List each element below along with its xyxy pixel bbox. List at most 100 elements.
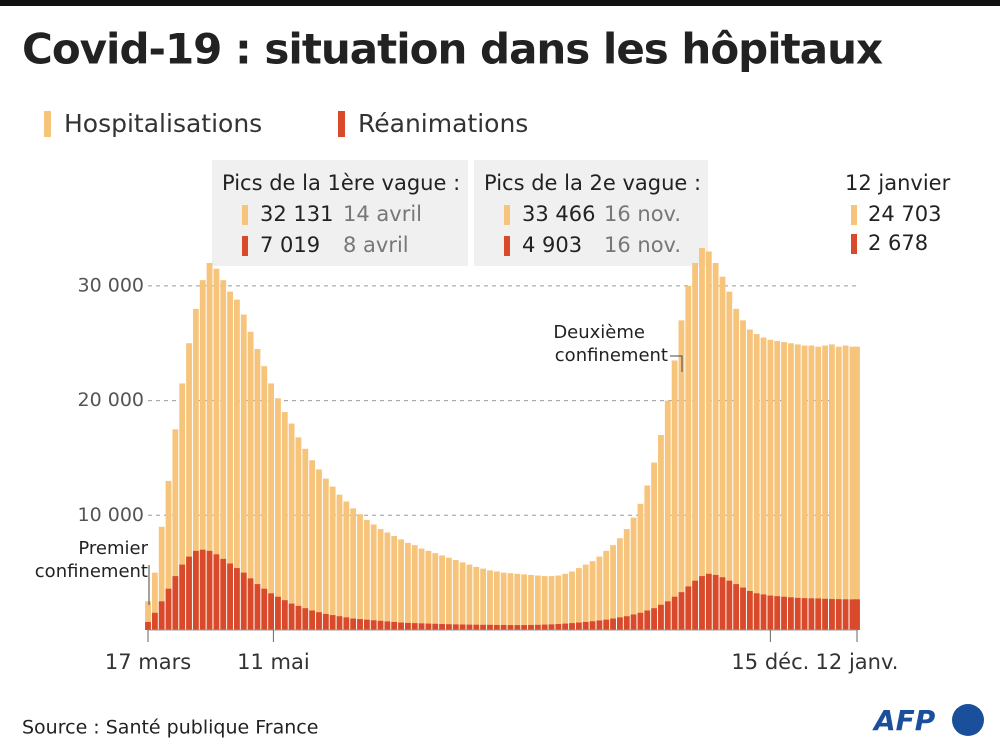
peak-swatch: [242, 236, 248, 256]
peak-title: Pics de la 1ère vague :: [222, 171, 460, 195]
bar: [151, 572, 158, 630]
bar: [617, 617, 623, 630]
bar: [854, 599, 860, 630]
bar: [234, 299, 240, 630]
bar: [617, 538, 623, 630]
bar: [582, 564, 589, 630]
peak-value: 32 131: [260, 202, 333, 226]
bar: [240, 572, 247, 630]
bar: [610, 618, 616, 630]
bar: [767, 339, 774, 630]
bar: [589, 561, 596, 630]
bar: [801, 345, 808, 630]
bar: [487, 624, 493, 630]
bar: [165, 480, 172, 630]
bar: [446, 557, 452, 630]
bar: [186, 343, 192, 630]
bar: [582, 621, 589, 630]
bar: [493, 624, 500, 630]
bar: [404, 622, 411, 630]
bar: [487, 570, 493, 630]
peak-swatch: [504, 205, 510, 225]
bar: [329, 615, 336, 630]
bar: [507, 573, 514, 630]
peak-swatch: [242, 205, 248, 225]
bar: [151, 612, 158, 630]
bar: [172, 429, 179, 630]
annotation: confinement: [35, 561, 148, 582]
bar: [835, 599, 842, 630]
bar: [452, 624, 459, 630]
bar: [432, 553, 439, 630]
bar: [760, 337, 767, 630]
bar: [733, 308, 740, 630]
bar: [158, 526, 165, 630]
bar: [842, 345, 849, 630]
bar: [493, 571, 500, 630]
bar: [726, 291, 733, 630]
bar: [418, 623, 425, 630]
source: Source : Santé publique France: [22, 717, 318, 739]
bar: [261, 588, 268, 630]
bar: [186, 556, 192, 630]
bar: [541, 576, 548, 630]
bar: [514, 573, 521, 630]
bar: [555, 575, 562, 630]
bar: [295, 437, 302, 630]
bar: [288, 423, 295, 630]
bar: [507, 625, 514, 630]
bar: [699, 248, 705, 630]
bar: [705, 573, 712, 630]
top-rule: [0, 0, 1000, 6]
bar: [391, 621, 398, 630]
bar: [384, 621, 391, 630]
bar: [452, 560, 459, 630]
bar: [322, 613, 329, 630]
bar: [801, 598, 808, 630]
bar: [651, 462, 658, 630]
bar: [206, 262, 213, 630]
bar: [288, 603, 295, 630]
peak-box: [474, 160, 708, 266]
bar: [644, 610, 651, 630]
legend-label: Réanimations: [358, 109, 528, 138]
bar: [760, 594, 767, 630]
bar: [685, 586, 692, 630]
bar: [295, 605, 302, 630]
bar: [179, 383, 186, 630]
bar: [268, 383, 275, 630]
bar: [767, 595, 774, 630]
bar: [439, 555, 445, 630]
bar: [787, 597, 794, 630]
bar: [398, 539, 404, 630]
bar: [179, 564, 186, 630]
peak-swatch: [504, 236, 510, 256]
bar: [254, 348, 261, 630]
bar: [466, 564, 473, 630]
bar: [596, 620, 603, 630]
bar: [596, 556, 603, 630]
bar: [220, 558, 227, 630]
x-tick-label: 12 janv.: [816, 650, 899, 674]
bar: [658, 604, 664, 630]
bar: [781, 596, 787, 630]
bar: [692, 580, 699, 630]
bar: [815, 598, 822, 630]
peak-value: 33 466: [522, 202, 595, 226]
bar: [822, 345, 828, 630]
bar: [234, 568, 240, 630]
bar: [145, 601, 151, 630]
bar: [829, 599, 835, 630]
bar: [377, 620, 384, 630]
legend-swatch: [338, 111, 345, 137]
bar: [192, 308, 199, 630]
bar: [254, 584, 261, 630]
bar: [726, 580, 733, 630]
bar: [227, 563, 233, 630]
bar: [685, 285, 692, 630]
bar: [569, 571, 575, 630]
bar: [815, 346, 822, 630]
bar: [281, 600, 288, 630]
bar: [199, 280, 206, 630]
bar: [473, 566, 480, 630]
